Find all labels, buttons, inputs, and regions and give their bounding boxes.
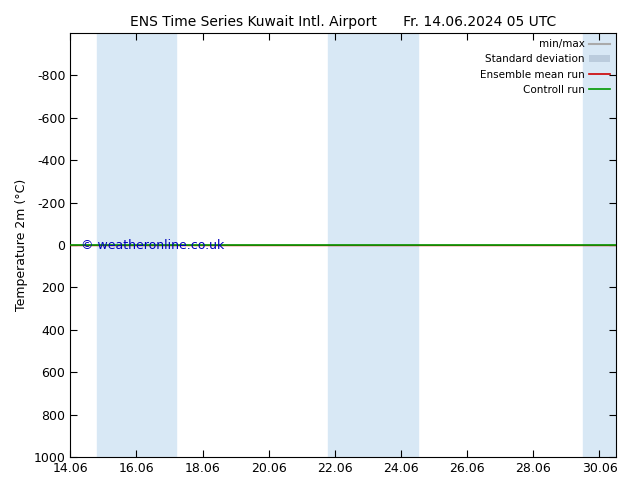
Text: © weatheronline.co.uk: © weatheronline.co.uk (81, 239, 224, 251)
Bar (583, 33, 616, 457)
Bar (328, 33, 418, 457)
Title: ENS Time Series Kuwait Intl. Airport      Fr. 14.06.2024 05 UTC: ENS Time Series Kuwait Intl. Airport Fr.… (130, 15, 556, 29)
Legend: min/max, Standard deviation, Ensemble mean run, Controll run: min/max, Standard deviation, Ensemble me… (476, 35, 614, 99)
Y-axis label: Temperature 2m (°C): Temperature 2m (°C) (15, 179, 28, 311)
Bar (97, 33, 176, 457)
